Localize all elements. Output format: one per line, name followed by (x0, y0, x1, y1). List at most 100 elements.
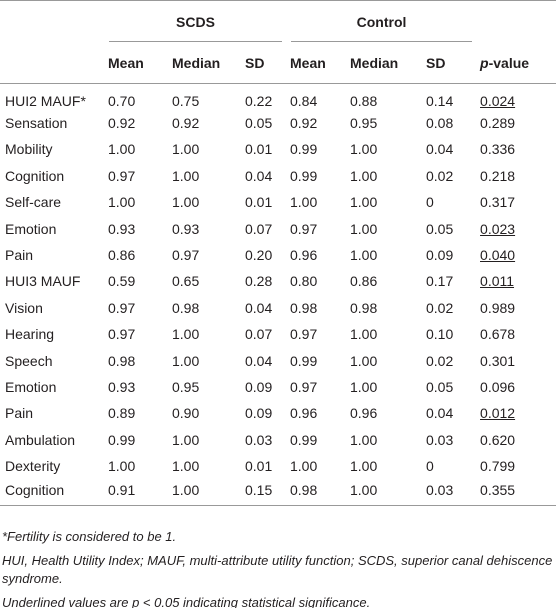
p-value: 0.024 (480, 92, 516, 109)
value-cell: 1.00 (172, 194, 200, 211)
data-table: SCDS Control Mean Median SD Mean Median SD p-v… (0, 0, 556, 506)
value-cell: 0.97 (290, 378, 318, 395)
p-value-cell: 0.620 (475, 427, 556, 453)
value-cell: 1.00 (172, 326, 200, 343)
p-value-cell: 0.336 (475, 136, 556, 162)
row-label: Hearing (5, 326, 55, 343)
column-header: Mean (103, 42, 167, 84)
value-cell: 0.07 (245, 220, 273, 237)
footnote: HUI, Health Utility Index; MAUF, multi-a… (2, 553, 553, 586)
column-header: SD (240, 42, 285, 84)
value-cell: 0.95 (172, 378, 200, 395)
table-row: Pain 0.89 0.90 0.09 0.96 0.96 0.04 0.012 (0, 400, 556, 426)
table-row: Ambulation 0.99 1.00 0.03 0.99 1.00 0.03 0.620 (0, 427, 556, 453)
value-cell: 0.96 (350, 405, 378, 422)
value-cell: 0.90 (172, 405, 200, 422)
value-cell: 0 (426, 458, 434, 475)
table-body: HUI2 MAUF* 0.70 0.75 0.22 0.84 0.88 0.14 0.024 S… (0, 84, 556, 506)
value-cell: 1.00 (172, 458, 200, 475)
value-cell: 0.92 (172, 115, 200, 132)
value-cell: 0 (426, 194, 434, 211)
p-value: 0.336 (480, 141, 516, 158)
row-label: Cognition (5, 167, 65, 184)
row-label: Pain (5, 405, 34, 422)
value-cell: 0.99 (108, 431, 136, 448)
row-label: Ambulation (5, 431, 76, 448)
value-cell: 1.00 (108, 194, 136, 211)
value-cell: 0.01 (245, 141, 273, 158)
value-cell: 0.04 (426, 405, 454, 422)
column-header: p-value (475, 42, 556, 84)
p-value-cell: 0.678 (475, 321, 556, 347)
p-value: 0.301 (480, 352, 516, 369)
table-row: Speech 0.98 1.00 0.04 0.99 1.00 0.02 0.301 (0, 347, 556, 373)
p-value: 0.317 (480, 194, 516, 211)
value-cell: 1.00 (108, 458, 136, 475)
value-cell: 0.03 (426, 431, 454, 448)
row-label: HUI2 MAUF* (5, 92, 86, 109)
table-row: Sensation 0.92 0.92 0.05 0.92 0.95 0.08 0.289 (0, 110, 556, 136)
value-cell: 0.59 (108, 273, 136, 290)
value-cell: 0.22 (245, 92, 273, 109)
p-value-cell: 0.301 (475, 347, 556, 373)
value-cell: 1.00 (350, 431, 378, 448)
value-cell: 0.98 (290, 482, 318, 499)
value-cell: 0.96 (290, 247, 318, 264)
p-value-cell: 0.989 (475, 295, 556, 321)
value-cell: 0.98 (108, 352, 136, 369)
p-value-cell: 0.799 (475, 453, 556, 479)
p-value: 0.799 (480, 458, 516, 475)
value-cell: 0.14 (426, 92, 454, 109)
table-row: Dexterity 1.00 1.00 0.01 1.00 1.00 0 0.799 (0, 453, 556, 479)
value-cell: 0.03 (245, 431, 273, 448)
p-value-cell: 0.317 (475, 189, 556, 215)
value-cell: 0.99 (290, 431, 318, 448)
value-cell: 0.17 (426, 273, 454, 290)
value-cell: 0.92 (290, 115, 318, 132)
p-value: 0.012 (480, 405, 516, 422)
value-cell: 0.97 (172, 247, 200, 264)
group-header: SCDS (103, 1, 285, 42)
value-cell: 0.09 (245, 405, 273, 422)
value-cell: 0.95 (350, 115, 378, 132)
value-cell: 0.20 (245, 247, 273, 264)
footnote: Underlined values are p < 0.05 indicatin… (2, 595, 371, 608)
value-cell: 0.10 (426, 326, 454, 343)
row-label: Sensation (5, 115, 68, 132)
value-cell: 0.04 (245, 167, 273, 184)
row-label: Mobility (5, 141, 53, 158)
value-cell: 0.98 (290, 299, 318, 316)
p-value-cell: 0.023 (475, 215, 556, 241)
table-row: Mobility 1.00 1.00 0.01 0.99 1.00 0.04 0.336 (0, 136, 556, 162)
value-cell: 0.98 (350, 299, 378, 316)
p-value-cell: 0.096 (475, 374, 556, 400)
column-header-row: Mean Median SD Mean Median SD p-value (0, 42, 556, 84)
p-value: 0.678 (480, 326, 516, 343)
value-cell: 0.08 (426, 115, 454, 132)
p-value: 0.040 (480, 247, 516, 264)
p-value-cell: 0.289 (475, 110, 556, 136)
value-cell: 0.86 (108, 247, 136, 264)
value-cell: 1.00 (350, 458, 378, 475)
table-row: Pain 0.86 0.97 0.20 0.96 1.00 0.09 0.040 (0, 242, 556, 268)
value-cell: 0.97 (108, 299, 136, 316)
value-cell: 1.00 (290, 458, 318, 475)
table-row: Cognition 0.97 1.00 0.04 0.99 1.00 0.02 0.218 (0, 163, 556, 189)
group-header: Control (285, 1, 475, 42)
value-cell: 0.93 (108, 378, 136, 395)
column-header: Median (167, 42, 240, 84)
value-cell: 0.86 (350, 273, 378, 290)
group-header-row: SCDS Control (0, 1, 556, 42)
value-cell: 0.99 (290, 352, 318, 369)
value-cell: 0.07 (245, 326, 273, 343)
value-cell: 0.09 (426, 247, 454, 264)
p-value-cell: 0.218 (475, 163, 556, 189)
value-cell: 0.15 (245, 482, 273, 499)
p-value: 0.011 (480, 273, 515, 290)
value-cell: 0.96 (290, 405, 318, 422)
column-header: SD (421, 42, 476, 84)
value-cell: 0.84 (290, 92, 318, 109)
row-label: Emotion (5, 220, 57, 237)
value-cell: 1.00 (350, 141, 378, 158)
p-value: 0.096 (480, 378, 516, 395)
